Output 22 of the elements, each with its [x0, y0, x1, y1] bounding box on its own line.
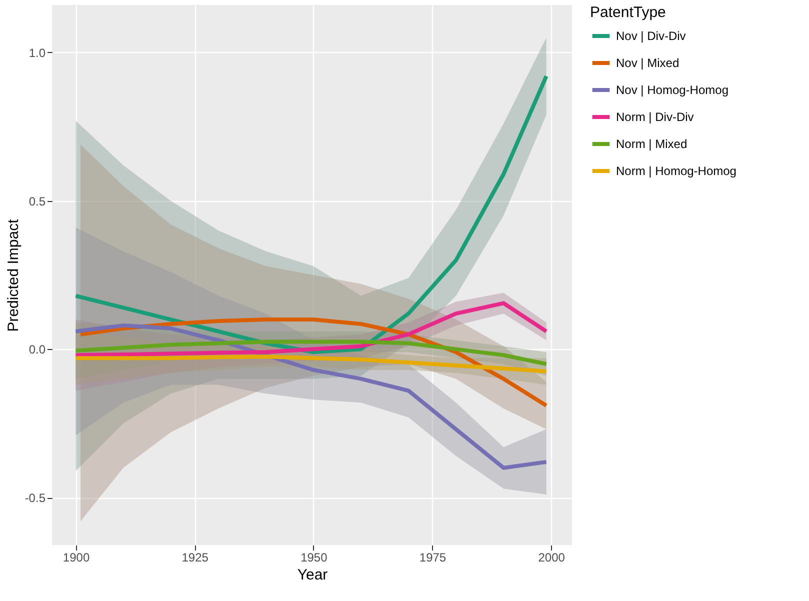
line-series [74, 301, 548, 358]
legend-label: Norm | Mixed [616, 137, 688, 151]
x-tick-label: 1950 [300, 550, 328, 564]
line-series [74, 323, 548, 470]
y-axis-title: Predicted Impact [4, 218, 22, 332]
y-tick-label: 0.0 [28, 342, 46, 357]
x-tick-label: 2000 [538, 550, 566, 564]
line-series [74, 354, 548, 374]
y-tick-label: 1.0 [28, 46, 46, 60]
line-series [74, 340, 548, 366]
x-tick-label: 1900 [62, 550, 90, 564]
legend-label: Nov | Mixed [616, 56, 680, 70]
legend-label: Nov | Div-Div [616, 29, 686, 43]
legend-label: Nov | Homog-Homog [616, 83, 728, 97]
x-axis-title: Year [297, 566, 328, 584]
legend-label: Norm | Div-Div [616, 110, 694, 124]
y-tick-label: -0.5 [24, 491, 46, 506]
legend-title: PatentType [590, 4, 666, 21]
y-tick-label: 0.5 [28, 194, 46, 208]
x-tick-label: 1925 [182, 550, 209, 564]
x-tick-label: 1975 [419, 550, 446, 564]
legend-label: Norm | Homog-Homog [616, 164, 736, 178]
